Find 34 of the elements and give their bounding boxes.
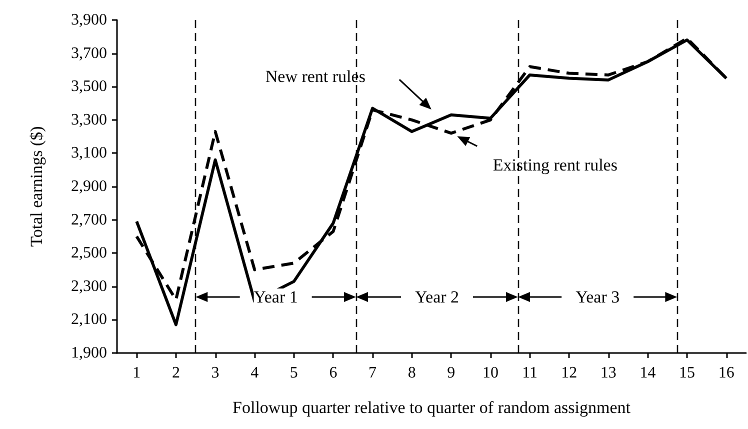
y-tick-label: 2,500 (71, 244, 107, 262)
x-tick-label: 8 (408, 364, 416, 382)
y-tick-label: 3,300 (71, 111, 107, 128)
x-tick-label: 13 (600, 364, 616, 382)
x-tick-label: 9 (447, 364, 456, 382)
x-tick-label: 11 (522, 364, 538, 382)
x-tick-label: 16 (718, 364, 734, 382)
text: Existing rent rules (492, 156, 618, 175)
y-tick-label: 3,700 (71, 44, 107, 62)
y-tick-label: 2,900 (71, 178, 107, 195)
y-tick-label: 3,500 (71, 78, 107, 96)
x-tick-label: 10 (482, 364, 498, 382)
x-tick-label: 4 (250, 364, 259, 382)
x-tick-label: 1 (132, 364, 141, 382)
y-tick-label: 2,700 (71, 211, 107, 228)
annotation: Year 1 (254, 288, 298, 306)
x-tick-label: 5 (290, 364, 298, 382)
y-tick-label: 2,300 (71, 278, 107, 295)
y-tick-label: 1,900 (71, 344, 107, 362)
x-axis-title: Followup quarter relative to quarter of random assignment (232, 398, 631, 417)
x-tick-label: 12 (561, 364, 578, 382)
y-axis-title: Total earnings ($) (27, 126, 46, 247)
x-tick-label: 3 (211, 364, 220, 382)
x-tick-label: 2 (172, 364, 180, 382)
x-tick-label: 7 (368, 364, 377, 382)
series-label: New rent rules (265, 67, 366, 86)
annotation: Year 2 (414, 288, 460, 306)
annotation: Year 3 (576, 288, 620, 306)
y-tick-label: 3,100 (71, 144, 107, 162)
x-tick-label: 14 (640, 364, 656, 382)
x-tick-label: 15 (679, 364, 696, 382)
y-tick-label: 2,100 (71, 311, 107, 328)
x-tick-label: 6 (329, 364, 338, 382)
y-tick-label: 3,900 (71, 12, 107, 28)
